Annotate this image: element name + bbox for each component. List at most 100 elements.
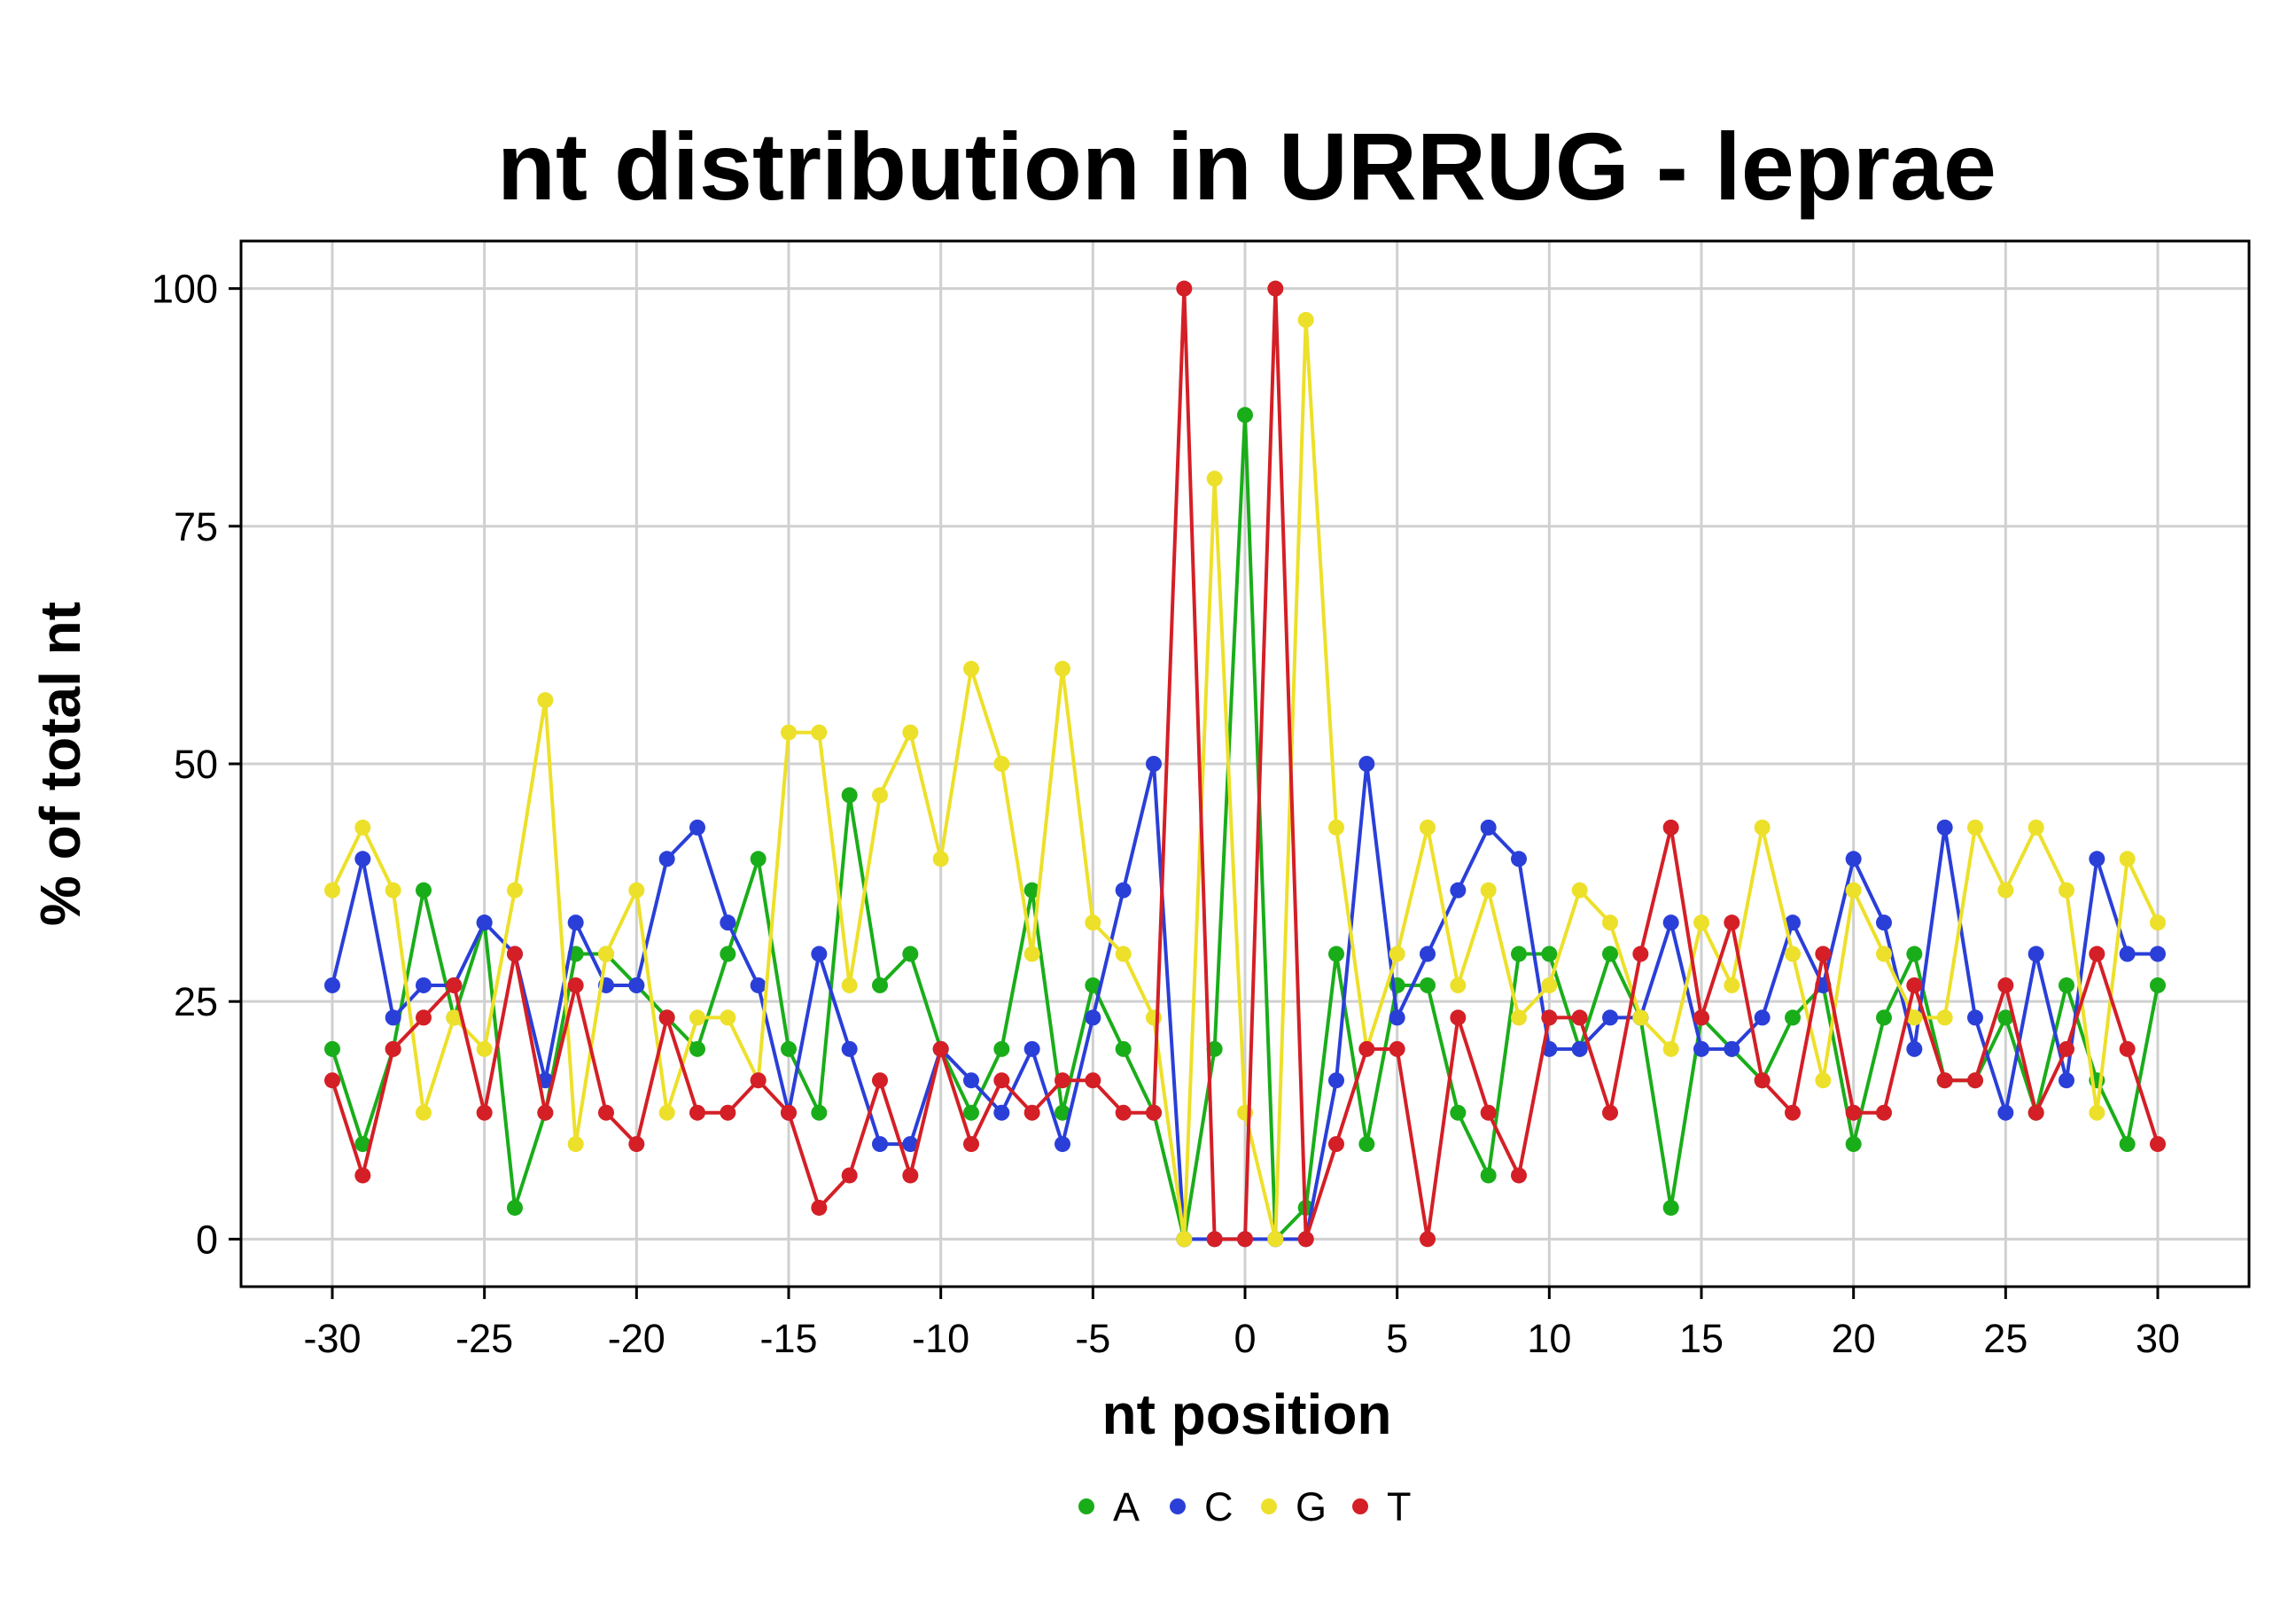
legend-item-C: C bbox=[1170, 1484, 1234, 1529]
data-point bbox=[476, 1040, 493, 1057]
legend-label: T bbox=[1387, 1484, 1412, 1529]
data-point bbox=[1055, 1072, 1070, 1089]
data-point bbox=[1997, 1009, 2014, 1026]
x-tick-label: 30 bbox=[2136, 1316, 2180, 1361]
data-point bbox=[354, 819, 371, 836]
legend-marker bbox=[1261, 1498, 1277, 1514]
data-point bbox=[1115, 1104, 1132, 1121]
data-point bbox=[567, 914, 584, 931]
data-point bbox=[416, 1104, 432, 1121]
data-point bbox=[385, 882, 401, 899]
data-point bbox=[1085, 914, 1101, 931]
x-tick-label: -20 bbox=[608, 1316, 665, 1361]
data-point bbox=[1115, 882, 1132, 899]
data-point bbox=[720, 945, 736, 962]
data-point bbox=[2119, 945, 2136, 962]
data-point bbox=[658, 1104, 675, 1121]
data-point bbox=[1876, 914, 1892, 931]
data-point bbox=[2119, 1040, 2136, 1057]
data-point bbox=[781, 1104, 797, 1121]
data-point bbox=[1876, 945, 1892, 962]
data-point bbox=[1876, 1009, 1892, 1026]
data-point bbox=[507, 882, 523, 899]
legend-item-G: G bbox=[1261, 1484, 1327, 1529]
data-point bbox=[2150, 1136, 2166, 1153]
data-point bbox=[1206, 1231, 1223, 1248]
data-point bbox=[2059, 1040, 2074, 1057]
data-point bbox=[1967, 819, 1983, 836]
data-point bbox=[1936, 1009, 1953, 1026]
data-point bbox=[872, 1136, 888, 1153]
legend-label: A bbox=[1113, 1484, 1140, 1529]
data-point bbox=[567, 1136, 584, 1153]
data-point bbox=[720, 1009, 736, 1026]
data-point bbox=[658, 1009, 675, 1026]
data-point bbox=[1420, 977, 1436, 993]
data-point bbox=[811, 724, 828, 741]
data-point bbox=[811, 1104, 828, 1121]
data-point bbox=[385, 1040, 401, 1057]
data-point bbox=[689, 1009, 705, 1026]
data-point bbox=[1115, 945, 1132, 962]
data-point bbox=[1511, 851, 1527, 868]
data-point bbox=[324, 1072, 340, 1089]
data-point bbox=[963, 1072, 979, 1089]
data-point bbox=[689, 1040, 705, 1057]
data-point bbox=[1389, 945, 1405, 962]
data-point bbox=[1511, 945, 1527, 962]
data-point bbox=[1480, 819, 1497, 836]
data-point bbox=[507, 945, 523, 962]
data-point bbox=[963, 660, 979, 677]
data-point bbox=[1602, 1104, 1618, 1121]
data-point bbox=[811, 945, 828, 962]
data-point bbox=[1023, 1104, 1040, 1121]
data-point bbox=[1146, 756, 1162, 772]
data-point bbox=[1480, 882, 1497, 899]
data-point bbox=[1328, 1072, 1344, 1089]
data-point bbox=[781, 1040, 797, 1057]
data-point bbox=[1785, 1009, 1801, 1026]
data-point bbox=[1967, 1009, 1983, 1026]
data-point bbox=[1085, 1009, 1101, 1026]
data-point bbox=[1023, 1040, 1040, 1057]
data-point bbox=[1206, 1040, 1223, 1057]
data-point bbox=[1267, 1231, 1284, 1248]
data-point bbox=[1724, 914, 1740, 931]
y-tick-label: 75 bbox=[174, 504, 218, 549]
data-point bbox=[2027, 819, 2044, 836]
data-point bbox=[1328, 819, 1344, 836]
legend-item-A: A bbox=[1078, 1484, 1140, 1529]
data-point bbox=[1936, 1072, 1953, 1089]
data-point bbox=[628, 1136, 645, 1153]
data-point bbox=[2150, 977, 2166, 993]
data-point bbox=[324, 1040, 340, 1057]
data-point bbox=[2119, 851, 2136, 868]
x-tick-label: 0 bbox=[1234, 1316, 1256, 1361]
data-point bbox=[354, 1136, 371, 1153]
data-point bbox=[1571, 1040, 1588, 1057]
data-point bbox=[1845, 1104, 1862, 1121]
data-point bbox=[1023, 945, 1040, 962]
data-point bbox=[1389, 1040, 1405, 1057]
data-point bbox=[2027, 945, 2044, 962]
data-point bbox=[2089, 945, 2105, 962]
data-point bbox=[841, 787, 858, 804]
data-point bbox=[841, 1040, 858, 1057]
data-point bbox=[1754, 1009, 1771, 1026]
data-point bbox=[1328, 945, 1344, 962]
data-point bbox=[1632, 945, 1649, 962]
data-point bbox=[1511, 1167, 1527, 1184]
x-tick-label: 15 bbox=[1679, 1316, 1724, 1361]
data-point bbox=[507, 1199, 523, 1216]
grid bbox=[241, 241, 2249, 1287]
data-point bbox=[811, 1199, 828, 1216]
data-point bbox=[750, 1072, 767, 1089]
data-point bbox=[1480, 1167, 1497, 1184]
x-tick-label: 20 bbox=[1832, 1316, 1876, 1361]
data-point bbox=[1997, 1104, 2014, 1121]
x-tick-label: 5 bbox=[1386, 1316, 1408, 1361]
data-point bbox=[1815, 1072, 1832, 1089]
x-tick-label: -10 bbox=[912, 1316, 969, 1361]
